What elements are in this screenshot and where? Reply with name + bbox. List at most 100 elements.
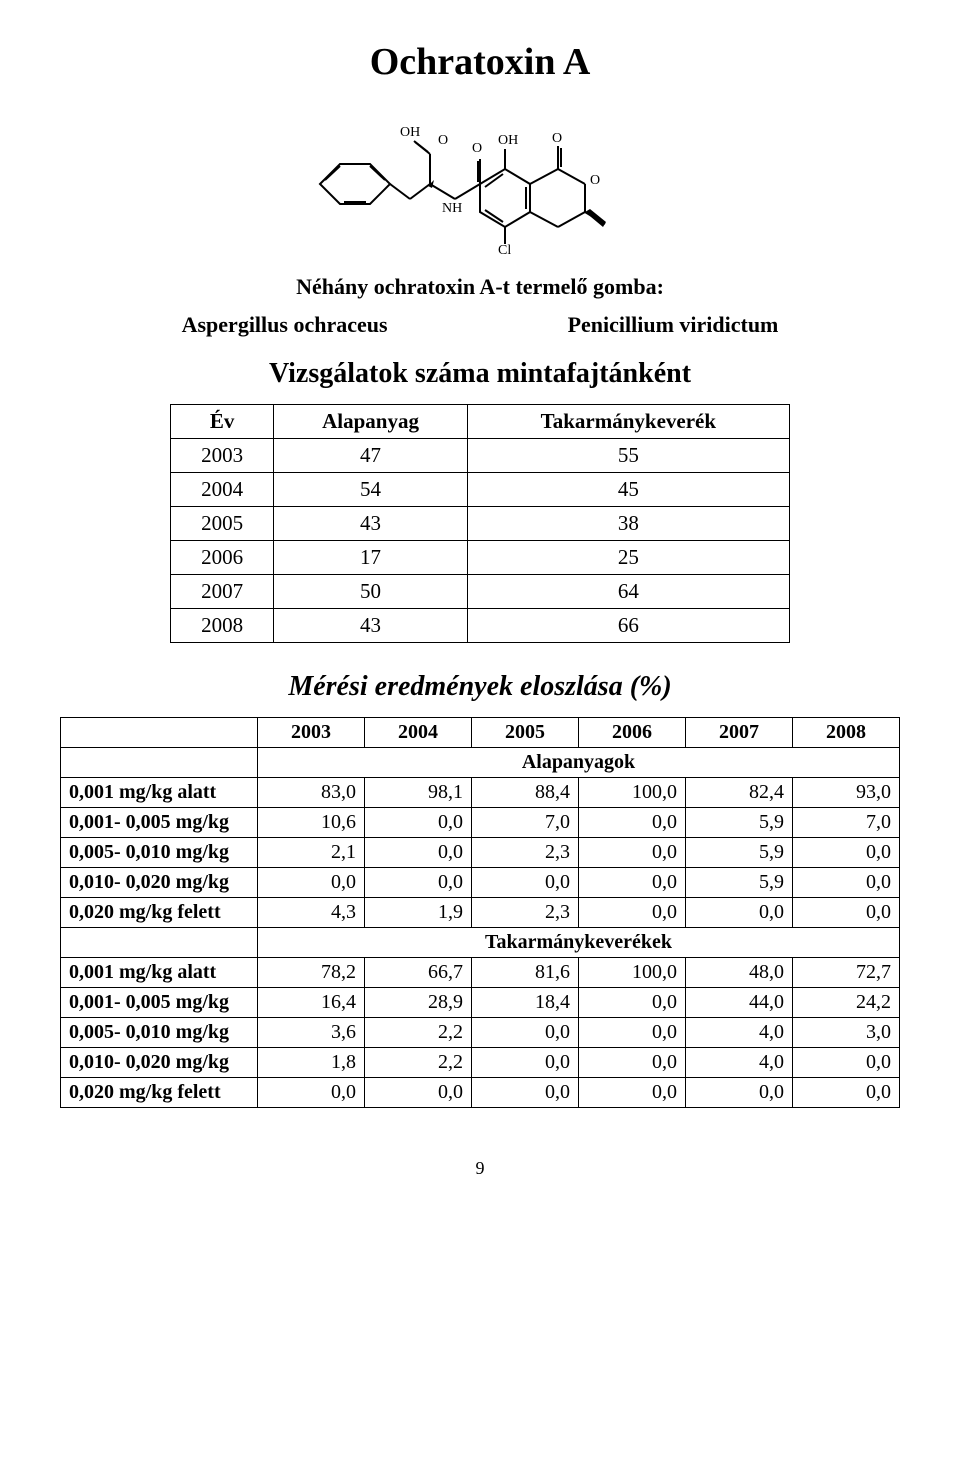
svg-text:OH: OH <box>498 133 518 148</box>
table-cell: 4,0 <box>686 1018 793 1048</box>
table-cell: 0,0 <box>472 1078 579 1108</box>
row-label: 0,010- 0,020 mg/kg <box>61 1048 258 1078</box>
table-cell: 2,1 <box>258 838 365 868</box>
table-cell: 0,0 <box>579 1018 686 1048</box>
table-cell: 18,4 <box>472 988 579 1018</box>
svg-text:Cl: Cl <box>498 243 511 254</box>
table-cell: 38 <box>467 507 789 541</box>
table-cell: 50 <box>274 575 467 609</box>
table-cell: 25 <box>467 541 789 575</box>
table-subheader: Alapanyagok <box>258 748 900 778</box>
table-cell: 2004 <box>171 473 274 507</box>
table-samples: ÉvAlapanyagTakarmánykeverék 200347552004… <box>170 404 790 643</box>
table-header: Év <box>171 405 274 439</box>
table-cell: 2,2 <box>365 1048 472 1078</box>
table-cell: 47 <box>274 439 467 473</box>
table-cell: 0,0 <box>793 1048 900 1078</box>
table-cell: 0,0 <box>365 868 472 898</box>
table-cell: 2005 <box>171 507 274 541</box>
table-cell: 64 <box>467 575 789 609</box>
table-cell: 0,0 <box>365 808 472 838</box>
table-cell: 0,0 <box>686 1078 793 1108</box>
table-row: 0,020 mg/kg felett0,00,00,00,00,00,0 <box>61 1078 900 1108</box>
table-cell: 2,3 <box>472 898 579 928</box>
table-header: 2004 <box>365 718 472 748</box>
table-cell: 2008 <box>171 609 274 643</box>
row-label: 0,001- 0,005 mg/kg <box>61 808 258 838</box>
table-cell: 17 <box>274 541 467 575</box>
table-cell: 5,9 <box>686 868 793 898</box>
row-label: 0,001- 0,005 mg/kg <box>61 988 258 1018</box>
table-cell: 78,2 <box>258 958 365 988</box>
table-cell: 88,4 <box>472 778 579 808</box>
table-cell: 0,0 <box>793 898 900 928</box>
row-label: 0,001 mg/kg alatt <box>61 778 258 808</box>
table-cell: 0,0 <box>365 1078 472 1108</box>
row-label: 0,020 mg/kg felett <box>61 1078 258 1108</box>
table-cell: 0,0 <box>579 868 686 898</box>
table-cell: 66 <box>467 609 789 643</box>
table-cell: 0,0 <box>793 1078 900 1108</box>
table-cell: 3,0 <box>793 1018 900 1048</box>
table-cell: 72,7 <box>793 958 900 988</box>
table-row: 20054338 <box>171 507 790 541</box>
table-cell: 0,0 <box>579 898 686 928</box>
table-cell: 2007 <box>171 575 274 609</box>
table-cell: 0,0 <box>258 868 365 898</box>
table-cell: 0,0 <box>579 808 686 838</box>
table-row: 0,005- 0,010 mg/kg3,62,20,00,04,03,0 <box>61 1018 900 1048</box>
table-header: 2006 <box>579 718 686 748</box>
table2-title: Mérési eredmények eloszlása (%) <box>60 671 900 703</box>
row-label: 0,010- 0,020 mg/kg <box>61 868 258 898</box>
table-row: 20045445 <box>171 473 790 507</box>
svg-text:O: O <box>552 131 562 146</box>
svg-text:O: O <box>438 133 448 148</box>
table-cell: 4,0 <box>686 1048 793 1078</box>
table-row: 0,005- 0,010 mg/kg2,10,02,30,05,90,0 <box>61 838 900 868</box>
table-cell: 0,0 <box>472 1048 579 1078</box>
table-cell: 0,0 <box>258 1078 365 1108</box>
table-cell: 81,6 <box>472 958 579 988</box>
table1-title: Vizsgálatok száma mintafajtánként <box>60 358 900 390</box>
table-cell: 54 <box>274 473 467 507</box>
table-cell: 98,1 <box>365 778 472 808</box>
table-cell: 93,0 <box>793 778 900 808</box>
table-header: 2005 <box>472 718 579 748</box>
table-header: 2003 <box>258 718 365 748</box>
table-row: 20061725 <box>171 541 790 575</box>
page-number: 9 <box>60 1158 900 1179</box>
producers-row: Aspergillus ochraceus Penicillium viridi… <box>60 312 900 338</box>
table-cell: 24,2 <box>793 988 900 1018</box>
table-header <box>61 718 258 748</box>
table-cell: 10,6 <box>258 808 365 838</box>
table-cell: 2,2 <box>365 1018 472 1048</box>
table-cell: 5,9 <box>686 808 793 838</box>
svg-text:OH: OH <box>400 125 420 140</box>
producers-heading: Néhány ochratoxin A-t termelő gomba: <box>60 274 900 300</box>
table-cell: 45 <box>467 473 789 507</box>
table-cell: 16,4 <box>258 988 365 1018</box>
table-cell: 55 <box>467 439 789 473</box>
row-label: 0,005- 0,010 mg/kg <box>61 1018 258 1048</box>
table-cell: 43 <box>274 609 467 643</box>
table-cell: 1,9 <box>365 898 472 928</box>
table-cell: 7,0 <box>472 808 579 838</box>
producer-left: Aspergillus ochraceus <box>182 312 388 338</box>
table-cell: 7,0 <box>793 808 900 838</box>
table-cell: 0,0 <box>579 1048 686 1078</box>
table-header: Takarmánykeverék <box>467 405 789 439</box>
table-cell: 2,3 <box>472 838 579 868</box>
table-subheader: Takarmánykeverékek <box>258 928 900 958</box>
table-row: 0,001 mg/kg alatt78,266,781,6100,048,072… <box>61 958 900 988</box>
table-cell: 1,8 <box>258 1048 365 1078</box>
table-cell: 0,0 <box>365 838 472 868</box>
svg-text:O: O <box>472 141 482 156</box>
table-row: 0,020 mg/kg felett4,31,92,30,00,00,0 <box>61 898 900 928</box>
table-cell: 0,0 <box>793 838 900 868</box>
table-cell: 48,0 <box>686 958 793 988</box>
table-cell: 44,0 <box>686 988 793 1018</box>
table-cell: 28,9 <box>365 988 472 1018</box>
table-cell <box>61 748 258 778</box>
table-cell: 2006 <box>171 541 274 575</box>
row-label: 0,020 mg/kg felett <box>61 898 258 928</box>
